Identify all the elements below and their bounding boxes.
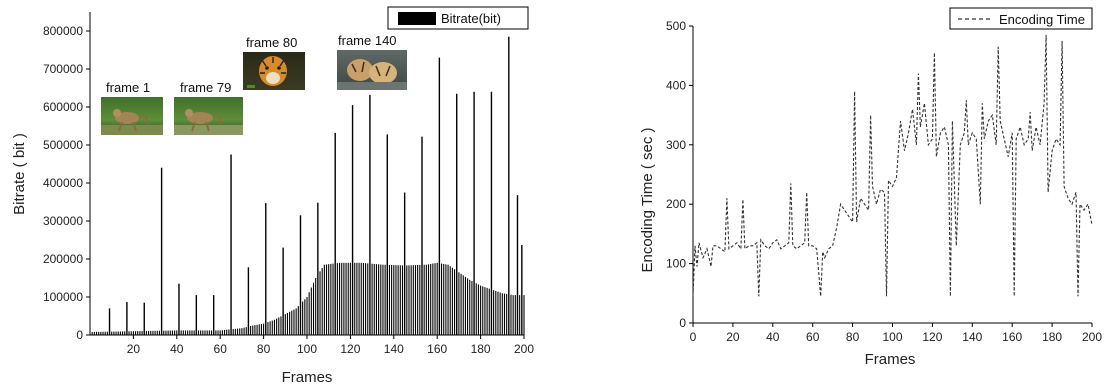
monkey-thumbnail-icon <box>174 97 243 135</box>
encoding-legend: Encoding Time <box>949 7 1093 30</box>
bitrate-x-tick-label: 80 <box>257 342 271 356</box>
encoding-x-tick-label: 80 <box>846 330 860 344</box>
bitrate-y-tick-label: 0 <box>76 328 83 342</box>
encoding-legend-label: Encoding Time <box>999 12 1085 27</box>
bitrate-y-tick-label: 200000 <box>43 252 83 266</box>
bitrate-y-tick-label: 600000 <box>43 100 83 114</box>
encoding-y-ticks: 0 100 200 300 400 500 <box>666 19 693 330</box>
annotation-frame-80-label: frame 80 <box>246 35 297 50</box>
encoding-x-tick-label: 20 <box>726 330 740 344</box>
bitrate-y-tick-label: 300000 <box>43 214 83 228</box>
bitrate-legend-label: Bitrate(bit) <box>441 11 501 26</box>
bitrate-y-tick-label: 800000 <box>43 24 83 38</box>
bitrate-x-tick-label: 200 <box>514 342 534 356</box>
annotation-frame-140-label: frame 140 <box>338 33 397 48</box>
encoding-x-tick-label: 140 <box>962 330 982 344</box>
bitrate-x-tick-label: 160 <box>427 342 447 356</box>
encoding-y-tick-label: 300 <box>666 138 686 152</box>
annotation-frame-79-label: frame 79 <box>180 80 231 95</box>
bitrate-x-axis-title: Frames <box>282 369 333 386</box>
encoding-x-tick-label: 160 <box>1002 330 1022 344</box>
monkey-thumbnail-icon <box>101 97 163 135</box>
encoding-x-tick-label: 60 <box>806 330 820 344</box>
annotation-frame-79: frame 79 <box>174 80 243 135</box>
encoding-x-axis-title: Frames <box>865 351 916 368</box>
encoding-legend-box <box>949 7 1093 30</box>
bitrate-legend-swatch <box>398 12 436 25</box>
encoding-y-tick-label: 400 <box>666 78 686 92</box>
annotation-frame-1-label: frame 1 <box>106 80 150 95</box>
encoding-y-tick-label: 500 <box>666 19 686 33</box>
encoding-y-tick-label: 200 <box>666 197 686 211</box>
encoding-x-tick-label: 100 <box>882 330 902 344</box>
encoding-x-tick-label: 0 <box>690 330 697 344</box>
encoding-x-tick-label: 200 <box>1082 330 1102 344</box>
bitrate-chart: 20 40 60 80 100 120 140 160 180 200 0 100000 200000… <box>11 6 534 386</box>
encoding-x-tick-label: 40 <box>766 330 780 344</box>
encoding-x-ticks: 0 20 40 60 80 100 120 140 160 180 200 <box>690 323 1102 344</box>
bitrate-y-tick-label: 100000 <box>43 290 83 304</box>
bitrate-x-tick-label: 180 <box>471 342 491 356</box>
bitrate-y-ticks: 0 100000 200000 300000 400000 500000 600000 700… <box>43 24 90 342</box>
encoding-x-tick-label: 120 <box>922 330 942 344</box>
bitrate-spike-bars <box>108 36 523 335</box>
bitrate-x-tick-label: 40 <box>170 342 184 356</box>
encoding-x-tick-label: 180 <box>1042 330 1062 344</box>
bitrate-x-tick-label: 120 <box>340 342 360 356</box>
encoding-time-series <box>692 34 1093 297</box>
encoding-y-tick-label: 100 <box>666 257 686 271</box>
tigers-water-thumbnail-icon <box>337 50 407 90</box>
bitrate-x-tick-label: 20 <box>127 342 141 356</box>
encoding-time-chart: 0 20 40 60 80 100 120 140 160 180 200 0 100 200 300 40… <box>639 7 1102 368</box>
bitrate-y-axis-title: Bitrate ( bit ) <box>11 133 28 215</box>
bitrate-x-tick-label: 140 <box>384 342 404 356</box>
bitrate-y-tick-label: 700000 <box>43 62 83 76</box>
bitrate-baseline-bars <box>91 262 525 335</box>
tiger-thumbnail-icon <box>243 52 305 90</box>
annotation-frame-140: frame 140 <box>337 33 407 90</box>
encoding-y-tick-label: 0 <box>679 316 686 330</box>
bitrate-y-tick-label: 500000 <box>43 138 83 152</box>
annotation-frame-1: frame 1 <box>101 80 163 135</box>
encoding-time-line <box>692 34 1093 297</box>
bitrate-x-tick-label: 60 <box>214 342 228 356</box>
encoding-y-axis-title: Encoding Time ( sec ) <box>639 127 656 272</box>
bitrate-legend: Bitrate(bit) <box>387 6 529 30</box>
annotation-frame-80: frame 80 <box>243 35 305 90</box>
bitrate-x-tick-label: 100 <box>297 342 317 356</box>
bitrate-y-tick-label: 400000 <box>43 176 83 190</box>
bitrate-x-ticks: 20 40 60 80 100 120 140 160 180 200 <box>127 335 534 356</box>
